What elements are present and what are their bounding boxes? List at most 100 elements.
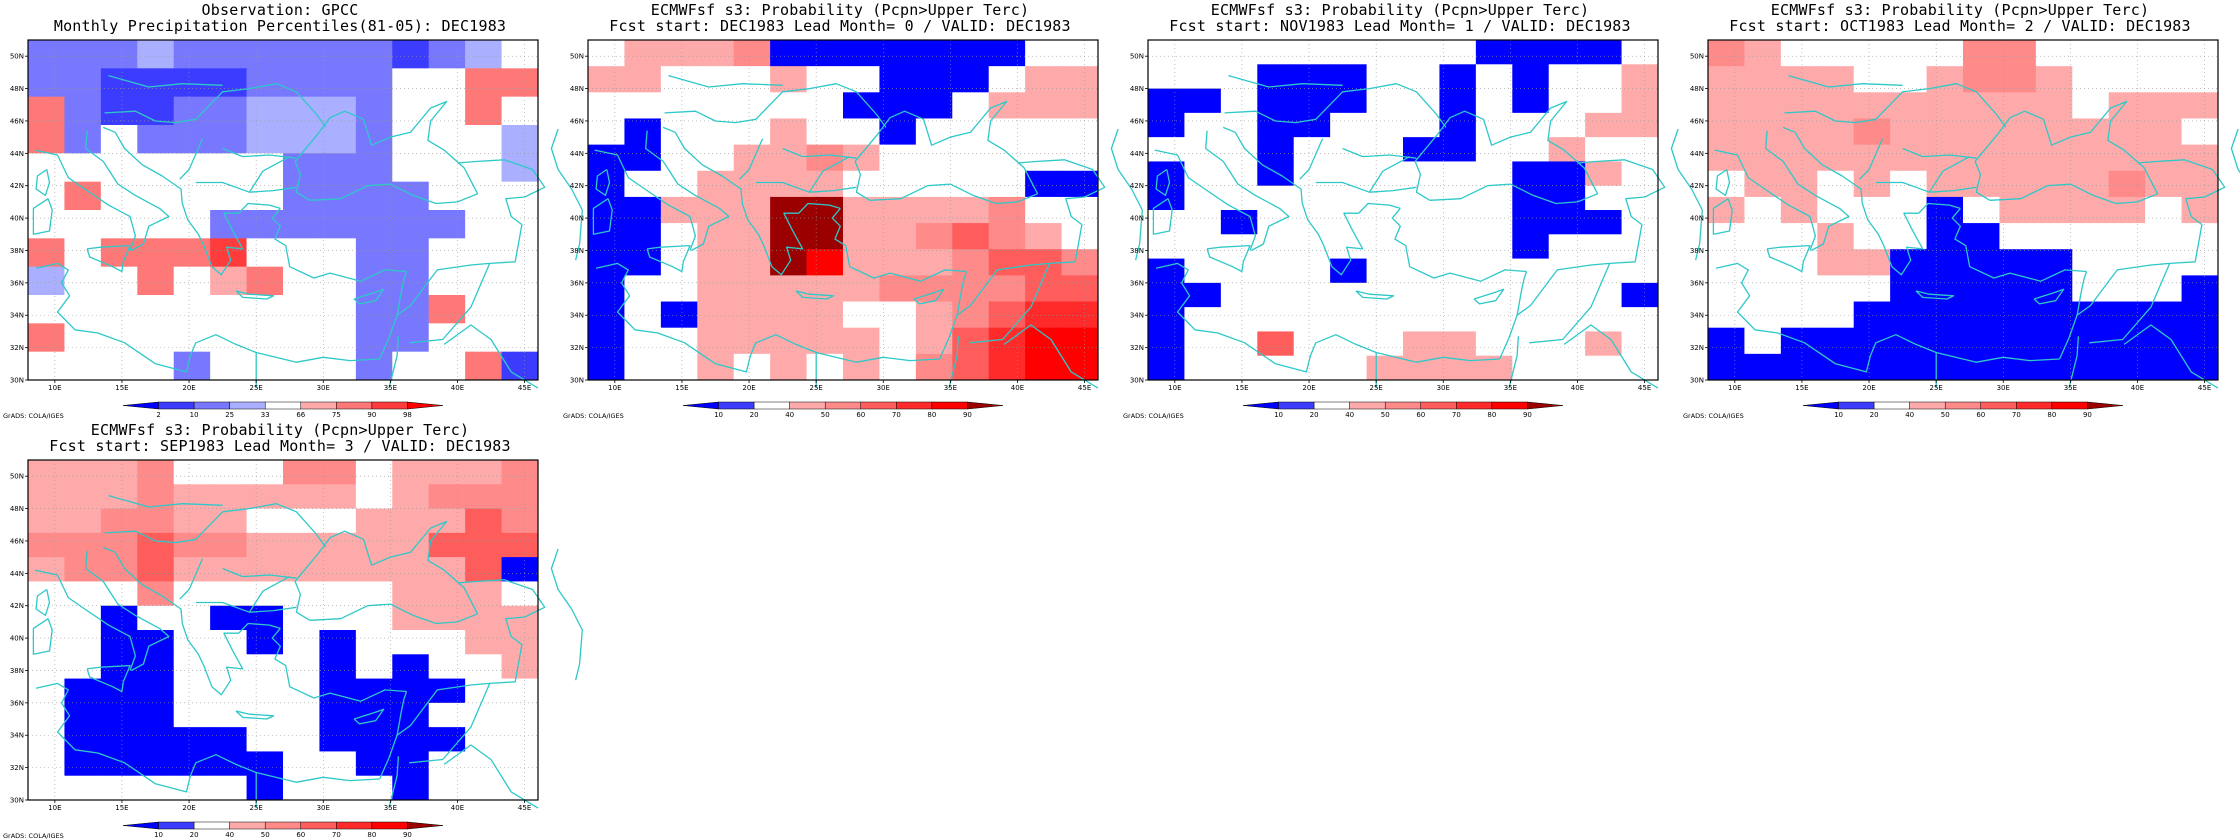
grid-cell: [1403, 137, 1440, 162]
grid-cell: [1585, 355, 1623, 381]
map-panel-lead-1: ECMWFsf s3: Probability (Pcpn>Upper Terc…: [1120, 0, 1703, 420]
grid-cell: [1853, 92, 1891, 119]
colorbar-segment: [1384, 401, 1422, 410]
grid-cell: [1366, 64, 1404, 90]
grid-cell: [64, 96, 102, 126]
grid-cell: [988, 118, 1026, 146]
colorbar-label: 70: [892, 411, 901, 419]
grid-cell: [1853, 196, 1891, 224]
grid-cell: [1293, 234, 1331, 260]
coastline: [104, 83, 327, 128]
grid-cell: [501, 460, 539, 485]
lon-tick-label: 20E: [1862, 384, 1875, 392]
grid-cell: [1512, 161, 1550, 187]
grid-cell: [1585, 88, 1623, 114]
grid-cell: [1999, 170, 2037, 198]
grid-cell: [915, 249, 953, 276]
coastline: [1429, 183, 1598, 205]
coastline: [2123, 324, 2219, 389]
grid-cell: [64, 68, 102, 98]
grid-cell: [1475, 88, 1513, 114]
grid-cell: [137, 702, 175, 728]
grid-cell: [1926, 92, 1964, 119]
coastlines: [1712, 74, 2240, 389]
grid-cell: [1548, 234, 1586, 260]
coastline: [1152, 198, 1173, 235]
grid-cell: [1817, 170, 1855, 198]
grid-cell: [660, 353, 698, 381]
grid-cell: [465, 702, 503, 728]
grid-cell: [210, 727, 248, 752]
grid-cell: [1744, 118, 1782, 146]
grid-cell: [428, 40, 466, 69]
grid-cell: [1061, 327, 1099, 355]
grid-cell: [100, 266, 138, 296]
grid-cell: [770, 144, 808, 172]
grid-cell: [1963, 275, 2000, 303]
lat-tick-label: 46N: [10, 117, 24, 125]
colorbar-segment: [1242, 401, 1279, 410]
grid-cell: [1439, 64, 1477, 90]
grid-cell: [879, 301, 917, 329]
colorbar-segment: [371, 401, 408, 410]
grid-cell: [283, 153, 320, 183]
grid-cell: [588, 196, 625, 224]
grid-cell: [2145, 144, 2183, 172]
grid-cell: [1999, 92, 2037, 119]
grid-cell: [1585, 40, 1623, 65]
lat-tick-label: 42N: [570, 182, 584, 190]
grid-cell: [1585, 137, 1623, 162]
grid-cell: [1548, 64, 1586, 90]
grid-cell: [501, 266, 539, 296]
grid-cell: [1148, 161, 1185, 187]
grid-cell: [1817, 144, 1855, 172]
colorbar-segment: [931, 401, 968, 410]
grid-cell: [64, 751, 102, 777]
grid-cell: [1621, 307, 1659, 332]
grid-cell: [137, 532, 175, 558]
lon-tick-label: 20E: [182, 384, 195, 392]
grid-cell: [428, 775, 466, 801]
grid-cell: [173, 630, 211, 655]
lat-tick-label: 30N: [1130, 377, 1144, 385]
lat-tick-label: 48N: [570, 85, 584, 93]
grid-cell: [319, 775, 357, 801]
lat-tick-label: 30N: [1690, 377, 1704, 385]
grid-cell: [1061, 92, 1099, 119]
coastline: [831, 207, 967, 282]
colorbar-segment: [789, 401, 826, 410]
grid-cell: [1585, 112, 1623, 138]
lat-tick-label: 32N: [1130, 344, 1144, 352]
probability-map: 10E 15E 20E 25E 30E 35E 40E 45E 30N 32N 34N 36N 38N 4…: [1683, 39, 2240, 420]
grid-cell: [283, 751, 320, 777]
map-frame: [27, 459, 539, 801]
grid-cell: [1512, 64, 1550, 90]
grid-cell: [210, 702, 248, 728]
grid-cells: [588, 40, 1099, 381]
grid-cell: [1061, 118, 1099, 146]
grid-cell: [2108, 66, 2146, 93]
map-panel-observation: Observation: GPCC Monthly Precipitation …: [0, 0, 583, 420]
grid-cell: [210, 532, 248, 558]
coastline: [795, 290, 835, 300]
grid-cell: [1548, 137, 1586, 162]
grid-cell: [1293, 258, 1331, 284]
grid-cell: [392, 557, 430, 582]
coastline: [645, 130, 730, 252]
coastline: [869, 183, 1038, 205]
grid-cell: [1999, 353, 2037, 381]
grid-cell: [660, 40, 698, 67]
lat-tick-label: 44N: [10, 570, 24, 578]
grid-cell: [1744, 196, 1782, 224]
grid-cell: [100, 238, 138, 268]
coastline: [379, 691, 408, 780]
grid-cell: [1744, 66, 1782, 93]
grid-cell: [1475, 307, 1513, 332]
grid-cell: [1330, 355, 1368, 381]
grid-cell: [1293, 40, 1331, 65]
grid-cell: [1257, 112, 1295, 138]
coastline: [1228, 74, 1343, 88]
grid-cell: [100, 508, 138, 534]
grid-cell: [1330, 307, 1368, 332]
grid-cell: [1184, 161, 1222, 187]
